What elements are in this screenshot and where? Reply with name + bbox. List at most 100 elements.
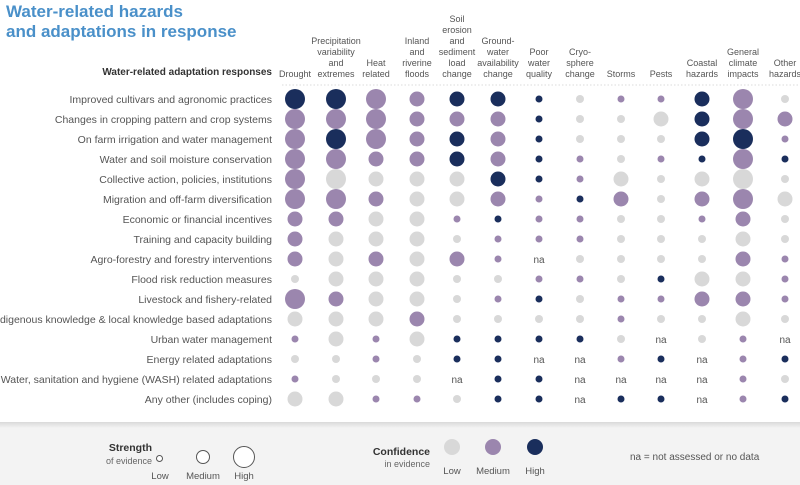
cell-bubble-7-9 [657, 235, 665, 243]
cell-bubble-5-5 [490, 191, 506, 207]
column-header-4-line-4: load [448, 58, 465, 68]
cell-bubble-0-11 [733, 89, 753, 109]
row-label-14: Water, sanitation and hygiene (WASH) rel… [1, 374, 272, 386]
column-header-6-line-0: Poor [529, 47, 548, 57]
column-header-4-line-1: erosion [442, 25, 472, 35]
row-label-7: Training and capacity building [133, 234, 272, 246]
cell-bubble-6-1 [328, 211, 344, 227]
cell-bubble-3-4 [449, 151, 465, 167]
cell-bubble-14-0 [291, 375, 299, 383]
cell-bubble-11-2 [368, 311, 384, 327]
confidence-high-circle [527, 439, 543, 455]
column-header-1-line-2: and [328, 58, 343, 68]
cell-bubble-11-3 [409, 311, 425, 327]
cell-na-13-7: na [574, 355, 586, 366]
cell-bubble-11-11 [735, 311, 751, 327]
cell-bubble-15-0 [287, 391, 303, 407]
cell-bubble-7-8 [617, 235, 625, 243]
cell-bubble-0-7 [576, 95, 584, 103]
strength-legend-title: Strength [108, 442, 152, 454]
cell-bubble-12-5 [494, 335, 502, 343]
cell-na-12-9: na [655, 335, 667, 346]
cell-bubble-6-7 [576, 215, 584, 223]
cell-bubble-0-2 [366, 89, 386, 109]
cell-bubble-13-3 [413, 355, 421, 363]
cell-bubble-11-8 [617, 315, 625, 323]
chart-title-line-2: and adaptations in response [6, 22, 237, 41]
cell-bubble-11-6 [535, 315, 543, 323]
cell-bubble-8-7 [576, 255, 584, 263]
cell-bubble-7-2 [368, 231, 384, 247]
column-header-7-line-0: Cryo- [569, 47, 591, 57]
column-header-5-line-2: availability [477, 58, 519, 68]
cell-bubble-10-0 [285, 289, 305, 309]
cell-bubble-9-8 [617, 275, 625, 283]
cell-bubble-1-0 [285, 109, 305, 129]
confidence-medium-label: Medium [476, 466, 510, 477]
cell-bubble-12-7 [576, 335, 584, 343]
cell-bubble-11-1 [328, 311, 344, 327]
cell-bubble-11-9 [657, 315, 665, 323]
strength-high-label: High [234, 471, 254, 482]
cell-na-14-9: na [655, 375, 667, 386]
cell-bubble-13-8 [617, 355, 625, 363]
cell-na-12-12: na [779, 335, 791, 346]
cell-bubble-7-3 [409, 231, 425, 247]
confidence-legend-title: Confidence [372, 446, 430, 458]
cell-bubble-15-6 [535, 395, 543, 403]
column-header-2-line-1: related [362, 69, 390, 79]
column-header-9-line-0: Pests [650, 69, 673, 79]
row-label-1: Changes in cropping pattern and crop sys… [55, 114, 272, 126]
cell-bubble-7-12 [781, 235, 789, 243]
cell-bubble-15-5 [494, 395, 502, 403]
cell-bubble-3-6 [535, 155, 543, 163]
cell-bubble-0-9 [657, 95, 665, 103]
cell-bubble-14-6 [535, 375, 543, 383]
cell-bubble-3-5 [490, 151, 506, 167]
column-header-11-line-1: climate [729, 58, 758, 68]
cell-bubble-4-9 [657, 175, 665, 183]
cell-bubble-0-3 [409, 91, 425, 107]
cell-bubble-9-4 [453, 275, 461, 283]
cell-bubble-3-0 [285, 149, 305, 169]
cell-bubble-15-1 [328, 391, 344, 407]
column-header-1-line-1: variability [317, 47, 355, 57]
cell-bubble-7-4 [453, 235, 461, 243]
cell-bubble-13-0 [291, 355, 299, 363]
cell-bubble-0-1 [326, 89, 346, 109]
cell-bubble-4-8 [613, 171, 629, 187]
column-header-7-line-2: change [565, 69, 595, 79]
cell-bubble-1-4 [449, 111, 465, 127]
column-header-2-line-0: Heat [366, 58, 386, 68]
cell-bubble-11-7 [576, 315, 584, 323]
cell-bubble-2-7 [576, 135, 584, 143]
cell-bubble-3-3 [409, 151, 425, 167]
cell-na-15-10: na [696, 395, 708, 406]
strength-low-label: Low [151, 471, 169, 482]
cell-bubble-8-12 [781, 255, 789, 263]
cell-bubble-14-3 [413, 375, 421, 383]
row-label-12: Urban water management [151, 334, 272, 346]
cell-bubble-14-2 [372, 375, 380, 383]
cell-bubble-6-8 [617, 215, 625, 223]
strength-low-circle [156, 455, 163, 462]
cell-bubble-11-5 [494, 315, 502, 323]
row-label-13: Energy related adaptations [146, 354, 272, 366]
cell-bubble-10-5 [494, 295, 502, 303]
cell-bubble-2-5 [490, 131, 506, 147]
cell-bubble-7-0 [287, 231, 303, 247]
column-header-4-line-5: change [442, 69, 472, 79]
cell-bubble-3-7 [576, 155, 584, 163]
cell-bubble-10-10 [694, 291, 710, 307]
cell-bubble-3-12 [781, 155, 789, 163]
cell-bubble-2-9 [657, 135, 665, 143]
column-headers: Water-related adaptation responses Drough… [102, 14, 800, 79]
cell-bubble-5-8 [613, 191, 629, 207]
cell-bubble-7-10 [698, 235, 706, 243]
cell-bubble-5-7 [576, 195, 584, 203]
cell-bubble-5-12 [777, 191, 793, 207]
strength-medium-circle [196, 450, 210, 464]
cell-bubble-4-1 [326, 169, 346, 189]
row-label-2: On farm irrigation and water management [78, 134, 272, 146]
cell-bubble-10-7 [576, 295, 584, 303]
